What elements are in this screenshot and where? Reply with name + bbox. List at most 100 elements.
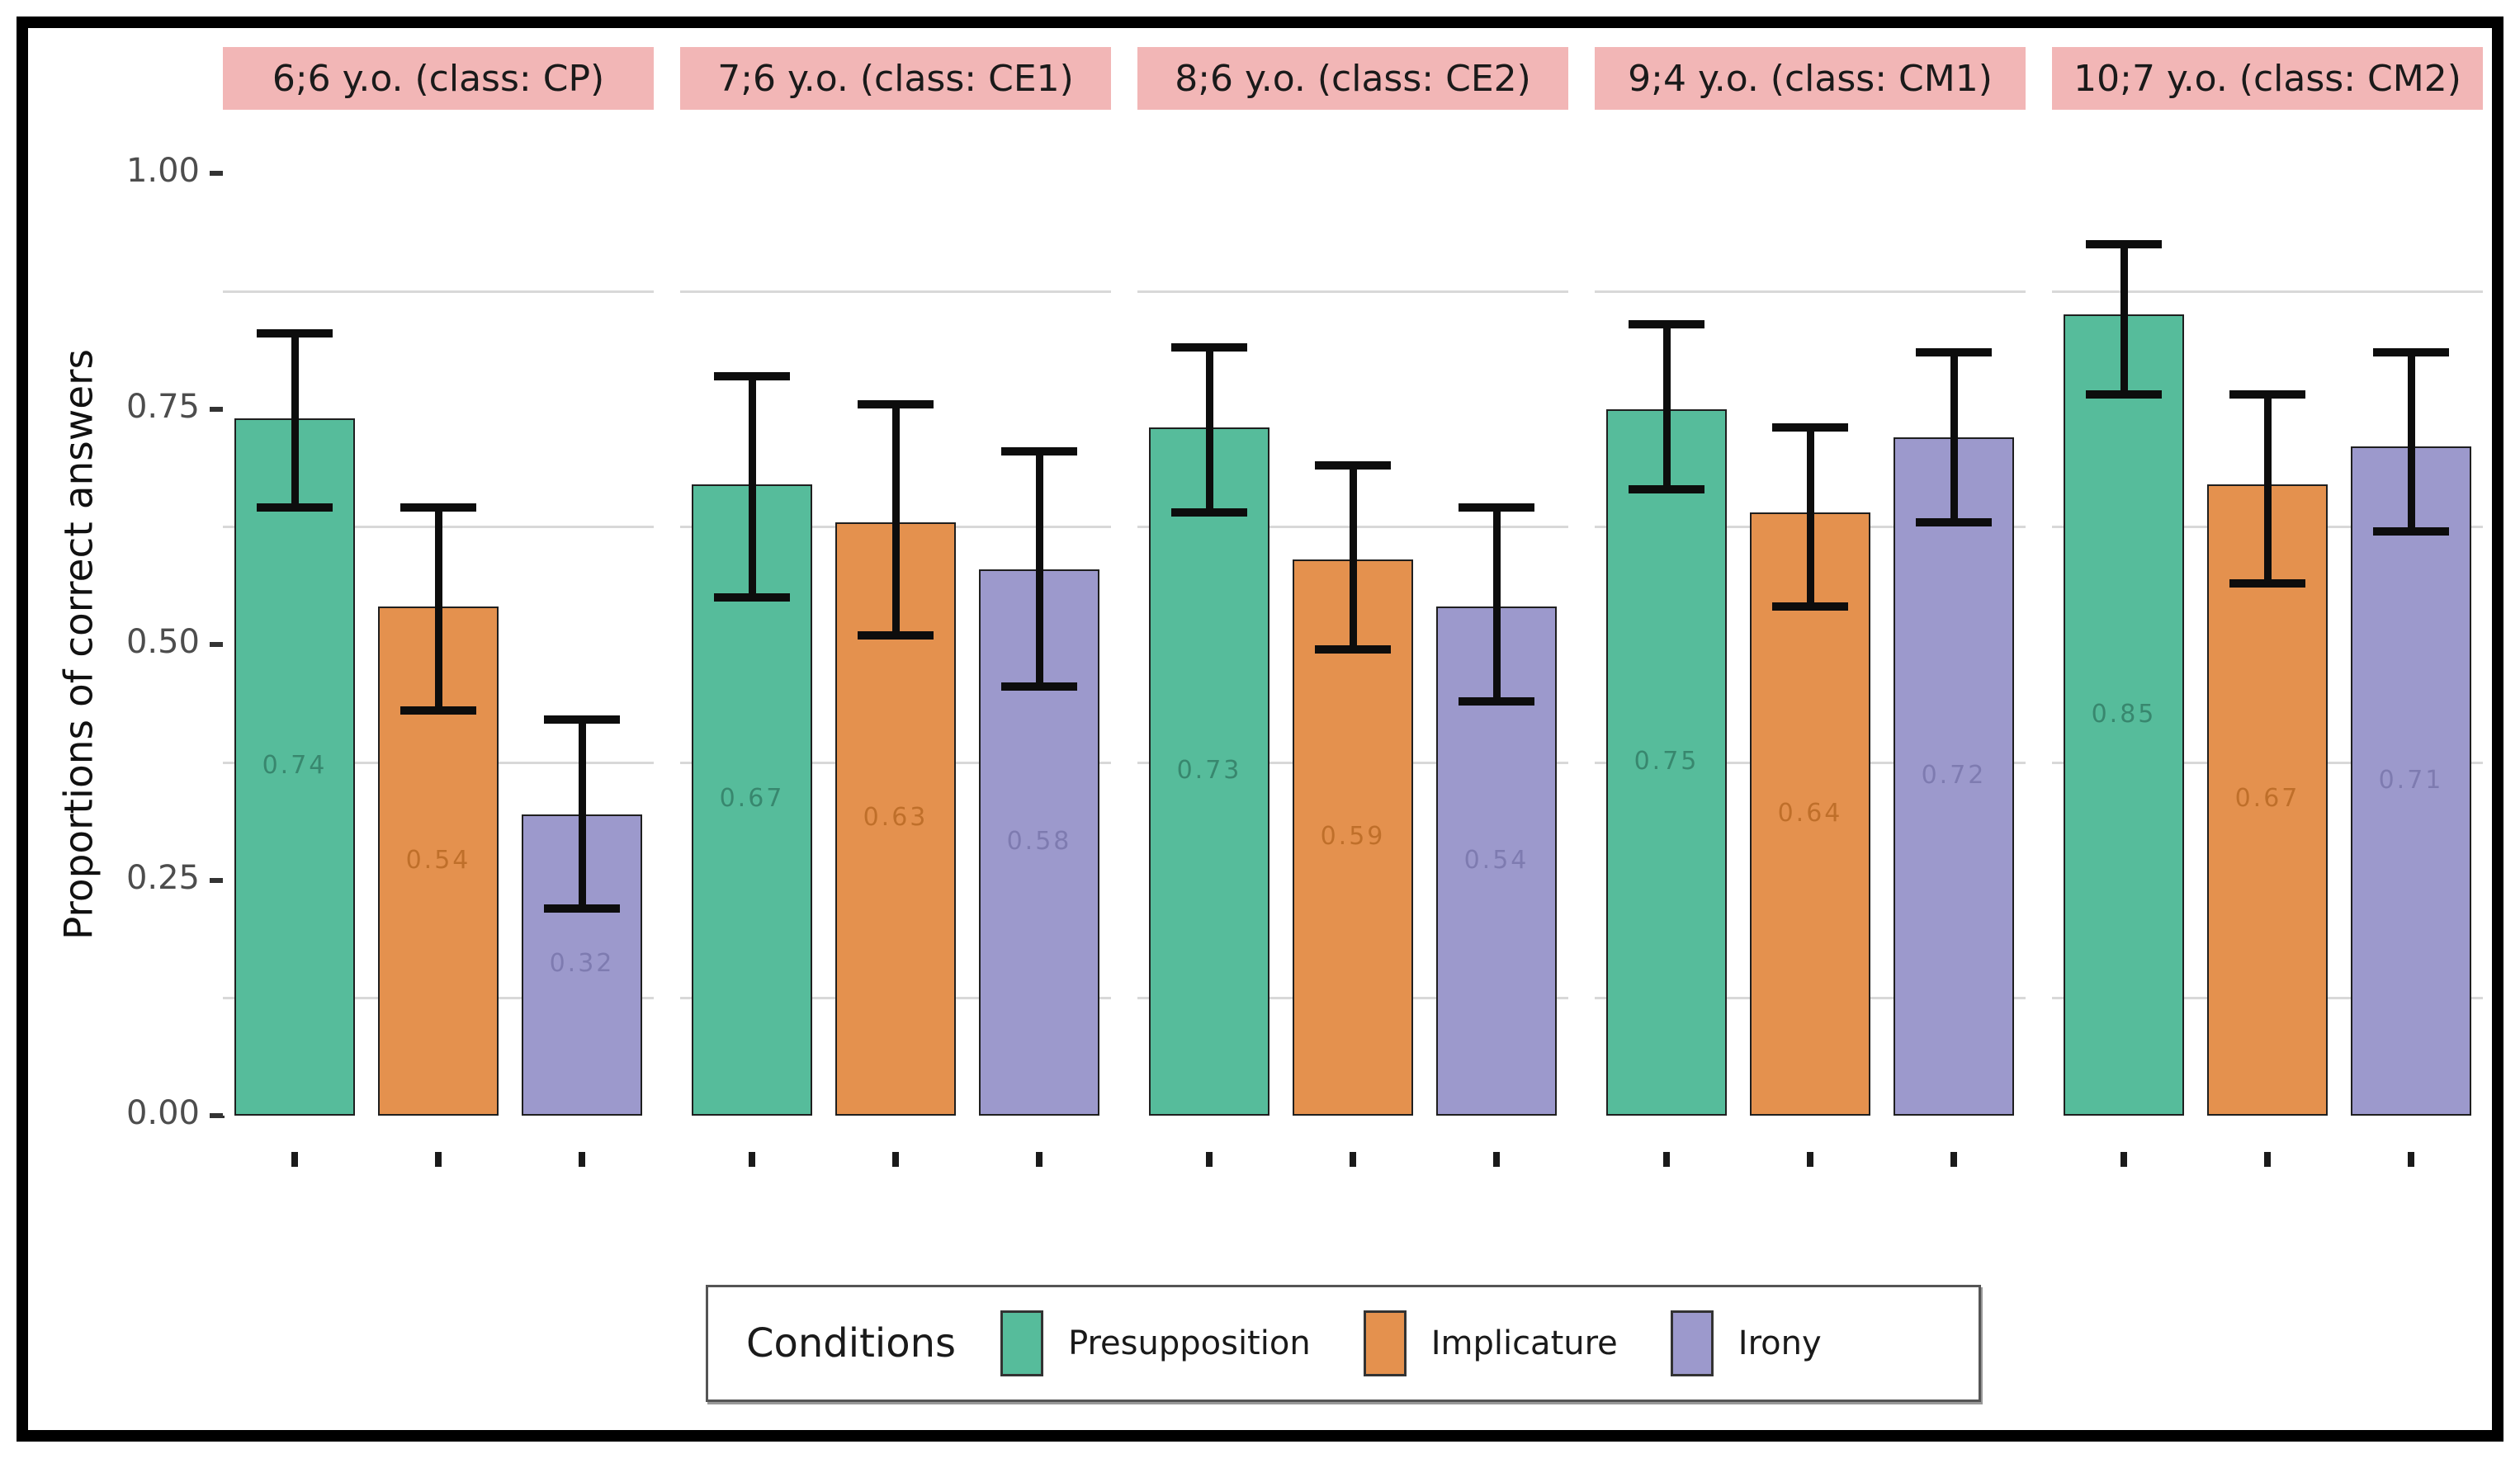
error-bar-cap-top <box>1171 343 1247 352</box>
error-bar-cap-bottom <box>714 592 790 602</box>
error-bar-cap-top <box>1916 347 1992 356</box>
x-tick-mark <box>435 1152 442 1167</box>
x-tick-mark <box>1950 1152 1957 1167</box>
minor-gridline <box>680 290 1111 293</box>
presupposition-color-swatch <box>1000 1310 1044 1376</box>
error-bar-cap-bottom <box>1171 508 1247 517</box>
y-tick-mark <box>210 406 225 412</box>
bar-value-label: 0.74 <box>262 751 328 781</box>
minor-gridline <box>1595 290 2026 293</box>
x-tick-mark <box>579 1152 585 1167</box>
bar-value-label: 0.71 <box>2378 765 2444 795</box>
bar-value-label: 0.67 <box>2234 784 2300 814</box>
x-tick-mark <box>1493 1152 1500 1167</box>
implicature-color-swatch <box>1363 1310 1407 1376</box>
error-bar-cap-bottom <box>2229 578 2305 588</box>
error-bar-cap-bottom <box>544 904 620 913</box>
error-bar <box>291 333 299 508</box>
bar-implicature <box>2207 484 2328 1116</box>
bar-value-label: 0.73 <box>1176 756 1242 786</box>
error-bar-cap-bottom <box>1459 696 1534 706</box>
facet-panel: 0.85 0.67 0.71 <box>2052 124 2483 1116</box>
y-tick-mark <box>210 642 225 647</box>
x-tick-mark <box>1206 1152 1213 1167</box>
error-bar-cap-top <box>400 503 476 512</box>
error-bar-cap-bottom <box>858 630 934 640</box>
error-bar-cap-top <box>714 371 790 380</box>
facet-strip-label: 6;6 y.o. (class: CP) <box>223 47 654 110</box>
bar-presupposition <box>1606 408 1727 1116</box>
bar-value-label: 0.67 <box>719 784 785 814</box>
y-tick-mark <box>210 877 225 883</box>
legend-title: Conditions <box>746 1320 957 1367</box>
error-bar <box>1035 451 1043 687</box>
error-bar-cap-bottom <box>257 503 333 512</box>
facet-panel: 0.67 0.63 0.58 <box>680 124 1111 1116</box>
error-bar-cap-bottom <box>1315 644 1391 654</box>
bar-irony <box>1894 437 2014 1116</box>
minor-gridline <box>2052 290 2483 293</box>
error-bar <box>1349 465 1357 649</box>
error-bar-cap-top <box>257 329 333 338</box>
bar-value-label: 0.64 <box>1777 798 1843 828</box>
y-tick-label: 0.75 <box>125 387 200 426</box>
x-tick-mark <box>2120 1152 2127 1167</box>
y-tick-label: 1.00 <box>125 152 200 190</box>
error-bar <box>748 375 756 597</box>
error-bar <box>1205 347 1213 513</box>
error-bar-cap-bottom <box>1916 517 1992 526</box>
bar-value-label: 0.54 <box>1463 845 1529 875</box>
bar-value-label: 0.85 <box>2091 699 2157 729</box>
legend-item-implicature: Implicature <box>1363 1310 1618 1376</box>
x-tick-mark <box>892 1152 899 1167</box>
error-bar <box>1950 352 1958 522</box>
bar-value-label: 0.59 <box>1320 822 1386 852</box>
error-bar-cap-top <box>544 715 620 725</box>
error-bar-cap-top <box>2229 390 2305 399</box>
bar-presupposition <box>1149 427 1269 1116</box>
error-bar-cap-top <box>1772 423 1848 432</box>
legend-item-presupposition: Presupposition <box>1000 1310 1311 1376</box>
legend-label: Irony <box>1738 1324 1822 1362</box>
error-bar <box>2407 352 2415 531</box>
error-bar <box>578 720 586 909</box>
bar-implicature <box>1750 512 1870 1116</box>
error-bar <box>891 404 900 635</box>
bar-value-label: 0.58 <box>1006 826 1072 856</box>
irony-color-swatch <box>1670 1310 1714 1376</box>
bar-value-label: 0.63 <box>863 803 929 833</box>
error-bar <box>2263 394 2272 583</box>
y-tick-label: 0.25 <box>125 858 200 897</box>
error-bar <box>434 507 442 710</box>
bar-irony <box>2351 446 2471 1116</box>
y-tick-mark <box>210 1113 225 1118</box>
bar-value-label: 0.32 <box>549 949 615 979</box>
facet-panel: 0.74 0.54 0.32 <box>223 124 654 1116</box>
x-tick-mark <box>1663 1152 1670 1167</box>
error-bar-cap-bottom <box>400 706 476 715</box>
bar-value-label: 0.75 <box>1634 746 1700 776</box>
error-bar <box>2120 243 2128 395</box>
facet-panel: 0.73 0.59 0.54 <box>1137 124 1568 1116</box>
facet-strip-label: 10;7 y.o. (class: CM2) <box>2052 47 2483 110</box>
error-bar-cap-top <box>1629 319 1704 328</box>
error-bar-cap-top <box>858 399 934 408</box>
legend-item-irony: Irony <box>1670 1310 1822 1376</box>
error-bar-cap-bottom <box>2086 390 2162 399</box>
y-tick-mark <box>210 171 225 176</box>
y-tick-label: 0.50 <box>125 623 200 661</box>
x-tick-mark <box>2408 1152 2414 1167</box>
minor-gridline <box>223 290 654 293</box>
error-bar-cap-bottom <box>1629 484 1704 493</box>
legend-box: Conditions Presupposition Implicature Ir… <box>706 1285 1981 1402</box>
x-tick-mark <box>2264 1152 2271 1167</box>
x-tick-mark <box>291 1152 298 1167</box>
error-bar-cap-top <box>1459 503 1534 512</box>
x-tick-mark <box>1350 1152 1356 1167</box>
bar-value-label: 0.72 <box>1921 760 1987 790</box>
facet-strip-label: 9;4 y.o. (class: CM1) <box>1595 47 2026 110</box>
x-tick-mark <box>1036 1152 1043 1167</box>
error-bar-cap-bottom <box>1001 682 1077 692</box>
x-tick-mark <box>1807 1152 1813 1167</box>
bar-presupposition <box>234 418 355 1116</box>
